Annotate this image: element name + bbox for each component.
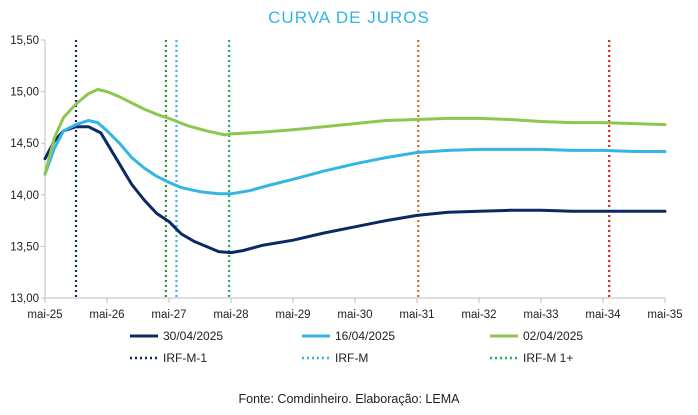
- x-tick-label: mai-28: [213, 309, 248, 321]
- series-line: [43, 88, 667, 176]
- x-tick-label: mai-25: [27, 309, 62, 321]
- x-tick-label: mai-32: [461, 309, 496, 321]
- x-tick-label: mai-33: [523, 309, 558, 321]
- y-tick-label: 14,50: [10, 138, 39, 150]
- legend-label: IRF-M 1+: [523, 351, 573, 365]
- legend: 30/04/2025 16/04/2025 02/04/2025 IRF-M-1 IRF…: [130, 329, 583, 365]
- legend-label: IRF-M: [335, 351, 368, 365]
- x-tick-label: mai-34: [585, 309, 621, 321]
- x-tick-label: mai-29: [275, 309, 310, 321]
- x-tick-label: mai-26: [89, 309, 124, 321]
- y-tick-label: 13,50: [10, 241, 39, 253]
- y-tick-label: 15,50: [10, 35, 39, 47]
- series-layer: [43, 88, 667, 255]
- x-tick-label: mai-30: [337, 309, 372, 321]
- series-line: [43, 119, 667, 196]
- vertical-markers-layer: [74, 40, 611, 298]
- source-note: Fonte: Comdinheiro. Elaboração: LEMA: [238, 392, 460, 406]
- series-line: [43, 125, 667, 255]
- x-tick-label: mai-31: [399, 309, 434, 321]
- legend-label: 02/04/2025: [523, 329, 583, 343]
- legend-label: 16/04/2025: [335, 329, 395, 343]
- y-tick-label: 14,00: [10, 190, 39, 202]
- y-tick-label: 15,00: [10, 87, 39, 99]
- x-tick-label: mai-35: [647, 309, 682, 321]
- y-tick-label: 13,00: [10, 293, 39, 305]
- x-tick-label: mai-27: [151, 309, 186, 321]
- axes-layer: 13,00 13,50 14,00 14,50 15,00 15,50 mai-25 mai-…: [10, 35, 682, 321]
- legend-label: 30/04/2025: [163, 329, 223, 343]
- chart-title: CURVA DE JUROS: [268, 8, 430, 27]
- legend-label: IRF-M-1: [163, 351, 207, 365]
